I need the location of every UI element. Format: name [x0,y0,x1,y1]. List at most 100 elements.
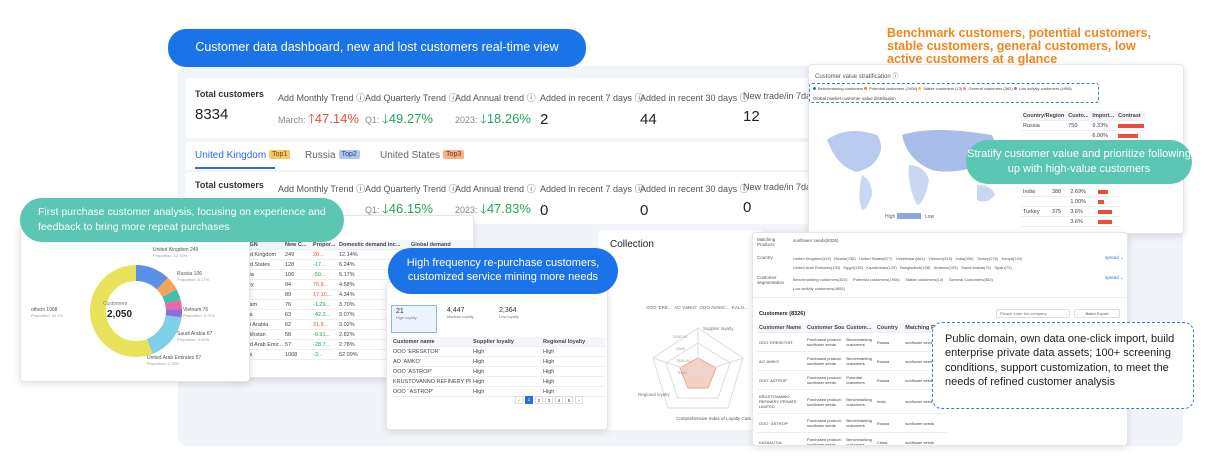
col-header: Contrast [1116,111,1147,121]
page-button[interactable]: 4 [555,396,563,404]
loyalty-box-low[interactable]: 2,364 Low loyalty [495,305,541,333]
table-row[interactable]: KAZAKUTUL Purchased product: sunflower se… [757,432,947,445]
col-header: Import... [1090,111,1117,121]
country-filter-item[interactable]: Kenya(243) [1001,256,1023,261]
legend-item[interactable]: Benchmarking customers [813,86,863,91]
country-filter-item[interactable]: Kazakhstan(129) [866,265,897,270]
matching-value[interactable]: sunflower seeds(8326) [793,238,839,243]
segment-filter-item[interactable]: Stable customers(13) [905,277,944,282]
col-header[interactable]: New C... [283,240,311,250]
annual-trend: Add Annual trend ⓘ 2023: 🡓18.26% [455,91,536,132]
country-filter-item[interactable]: United States(577) [859,256,893,261]
country-filter-item[interactable]: Egypt(135) [843,265,864,270]
donut-label: Vietnam 76 Proportion: 3.71% [183,307,215,318]
segment-filter-item[interactable]: Low activity customers(4906) [793,286,845,291]
added-30-days: Added in recent 30 days ⓘ 0 [640,182,749,219]
segment-label: Customer segmentation [757,275,785,285]
col-header[interactable]: Propor... [311,240,337,250]
table-row[interactable]: Russia 750 9.33% [1021,120,1147,131]
country-filter-item[interactable]: Bangladesh(108) [900,265,931,270]
donut-label-name: Russia 106 [177,271,203,277]
country-filter-item[interactable]: Saudi Arabia(79) [961,265,991,270]
legend-item[interactable]: Low activity customers (4906) [1013,86,1072,91]
loyalty-box-medium[interactable]: 4,447 Medium loyalty [443,305,489,333]
table-row[interactable]: Turkey 375 3.6% [1021,206,1121,217]
total-customers: Total customers 8334 [195,89,264,123]
page-button[interactable]: 1 [525,396,533,404]
cell: 3.6% [1068,206,1096,217]
spread-link[interactable]: spread ⌄ [1105,255,1124,260]
country-filter-item[interactable]: Russia(735) [834,256,856,261]
table-row[interactable]: OOO 'ERESKTOR' High High [391,346,605,357]
top-banner-text: Customer data dashboard, new and lost cu… [195,40,559,55]
table-row[interactable]: India 388 2.69% [1021,187,1121,197]
table-row[interactable]: 1.00% [1021,196,1121,207]
added-30-days-value: 0 [640,202,649,219]
company-search-input[interactable] [996,309,1070,318]
collection-panel: Collection OOO 'ERE... AO 'AMKO' OOO AVA… [598,230,763,430]
tab-united-kingdom[interactable]: United Kingdom Top1 [195,150,291,161]
donut-label-prop: Proportion: 12.15% [153,253,188,258]
cell: -28.7... [311,339,337,350]
country-filter-item[interactable]: Spain(72) [994,265,1012,270]
cell: 62 [283,319,311,330]
country-filter-item[interactable]: United Kingdom(319) [793,256,831,261]
cell: 4.34% [337,289,409,300]
tab-russia[interactable]: Russia Top2 [305,150,360,161]
total-customers-label: Total customers [195,89,264,99]
country-filter-item[interactable]: Uzbekistan(461) [895,256,925,261]
matching-label: Matching Products [757,237,776,247]
legend-item[interactable]: General customers (382) [963,86,1013,91]
loyalty-box-high[interactable]: 21 High loyalty [391,305,437,333]
legend-item[interactable]: Stable customers (13) [918,86,962,91]
spread-link[interactable]: spread ⌄ [1105,275,1124,280]
info-icon: ⓘ [356,93,366,103]
map-scale-high: High [885,214,896,220]
cell: 1068 [283,349,311,360]
radar-axis-label: Supplier loyalty [703,326,734,331]
table-row[interactable]: AO 'AMKO' High High [391,356,605,367]
country-filter-item[interactable]: United Arab Emirates(130) [793,265,841,270]
donut-label: United Arab Emirates 57 Proportion: 2.78% [147,355,201,366]
table-row[interactable]: KRUSTOVANNO REFINERY PRIVATE LIMITED Purc… [757,389,947,414]
segment-filter-item[interactable]: General Customers(382) [948,277,993,282]
donut-label: United Kingdom 249 Proportion: 12.15% [153,247,198,258]
table-row[interactable]: 6.00% [1021,130,1147,141]
country-filter-item[interactable]: Turkey(275) [976,256,999,261]
col-header[interactable]: Domestic demand inc... [337,240,409,250]
table-row[interactable]: OOO 'ASTROP' High High [391,366,605,377]
next-page-button[interactable]: › [575,396,583,404]
table-row[interactable]: OOO ' ASTROP' Purchased product: sunflowe… [757,413,947,433]
page-button[interactable]: 3 [545,396,553,404]
donut-center-value: 2,050 [107,309,133,320]
cell [1021,196,1050,207]
tab-united-states[interactable]: United States Top3 [380,150,465,161]
info-icon: ⓘ [739,184,749,194]
prev-page-button[interactable]: ‹ [515,396,523,404]
table-row[interactable]: AO 'AMKO' Purchased product: sunflower se… [757,351,947,371]
segment-filter-item[interactable]: Potential customers(1906) [853,277,900,282]
table-row[interactable]: OOO 'ERESKTOR' Purchased product: sunflow… [757,332,947,352]
cell: 89 [283,289,311,300]
segment-filter-item[interactable]: Benchmarking customers(822) [793,277,848,282]
page-button[interactable]: 2 [535,396,543,404]
country-filter-item[interactable]: Vietnam(319) [928,256,953,261]
legend-item[interactable]: Potential customers (1906) [864,86,917,91]
new-trade-7-days: New trade/in 7days 12 [743,91,820,125]
cell: 375 [1049,206,1069,217]
info-icon: ⓘ [526,184,536,194]
stratify-text: Stratify customer value and prioritize f… [967,147,1191,175]
table-row[interactable]: OOO ' ASTROP' High High [391,386,605,397]
table-row[interactable]: KRUSTOVANNO REFINERY PRIVATE LIM...HighH… [391,376,605,387]
donut-slice-uae[interactable] [90,265,182,357]
cell [1049,196,1069,207]
table-row[interactable]: 3.6% [1021,216,1121,227]
country-filter-item[interactable]: India(306) [955,256,974,261]
batch-export-button[interactable]: Batch Export [1074,309,1120,318]
country-filter-item[interactable]: Armenia(105) [933,265,958,270]
donut-slice-uk[interactable] [90,265,182,357]
page-button[interactable]: 5 [565,396,573,404]
collection-companies: OOO 'ERE... AO 'AMKO' OOO AVANC... KALO.… [646,305,748,310]
table-row[interactable]: OOO 'ASTROP' Purchased product: sunflower… [757,370,947,390]
